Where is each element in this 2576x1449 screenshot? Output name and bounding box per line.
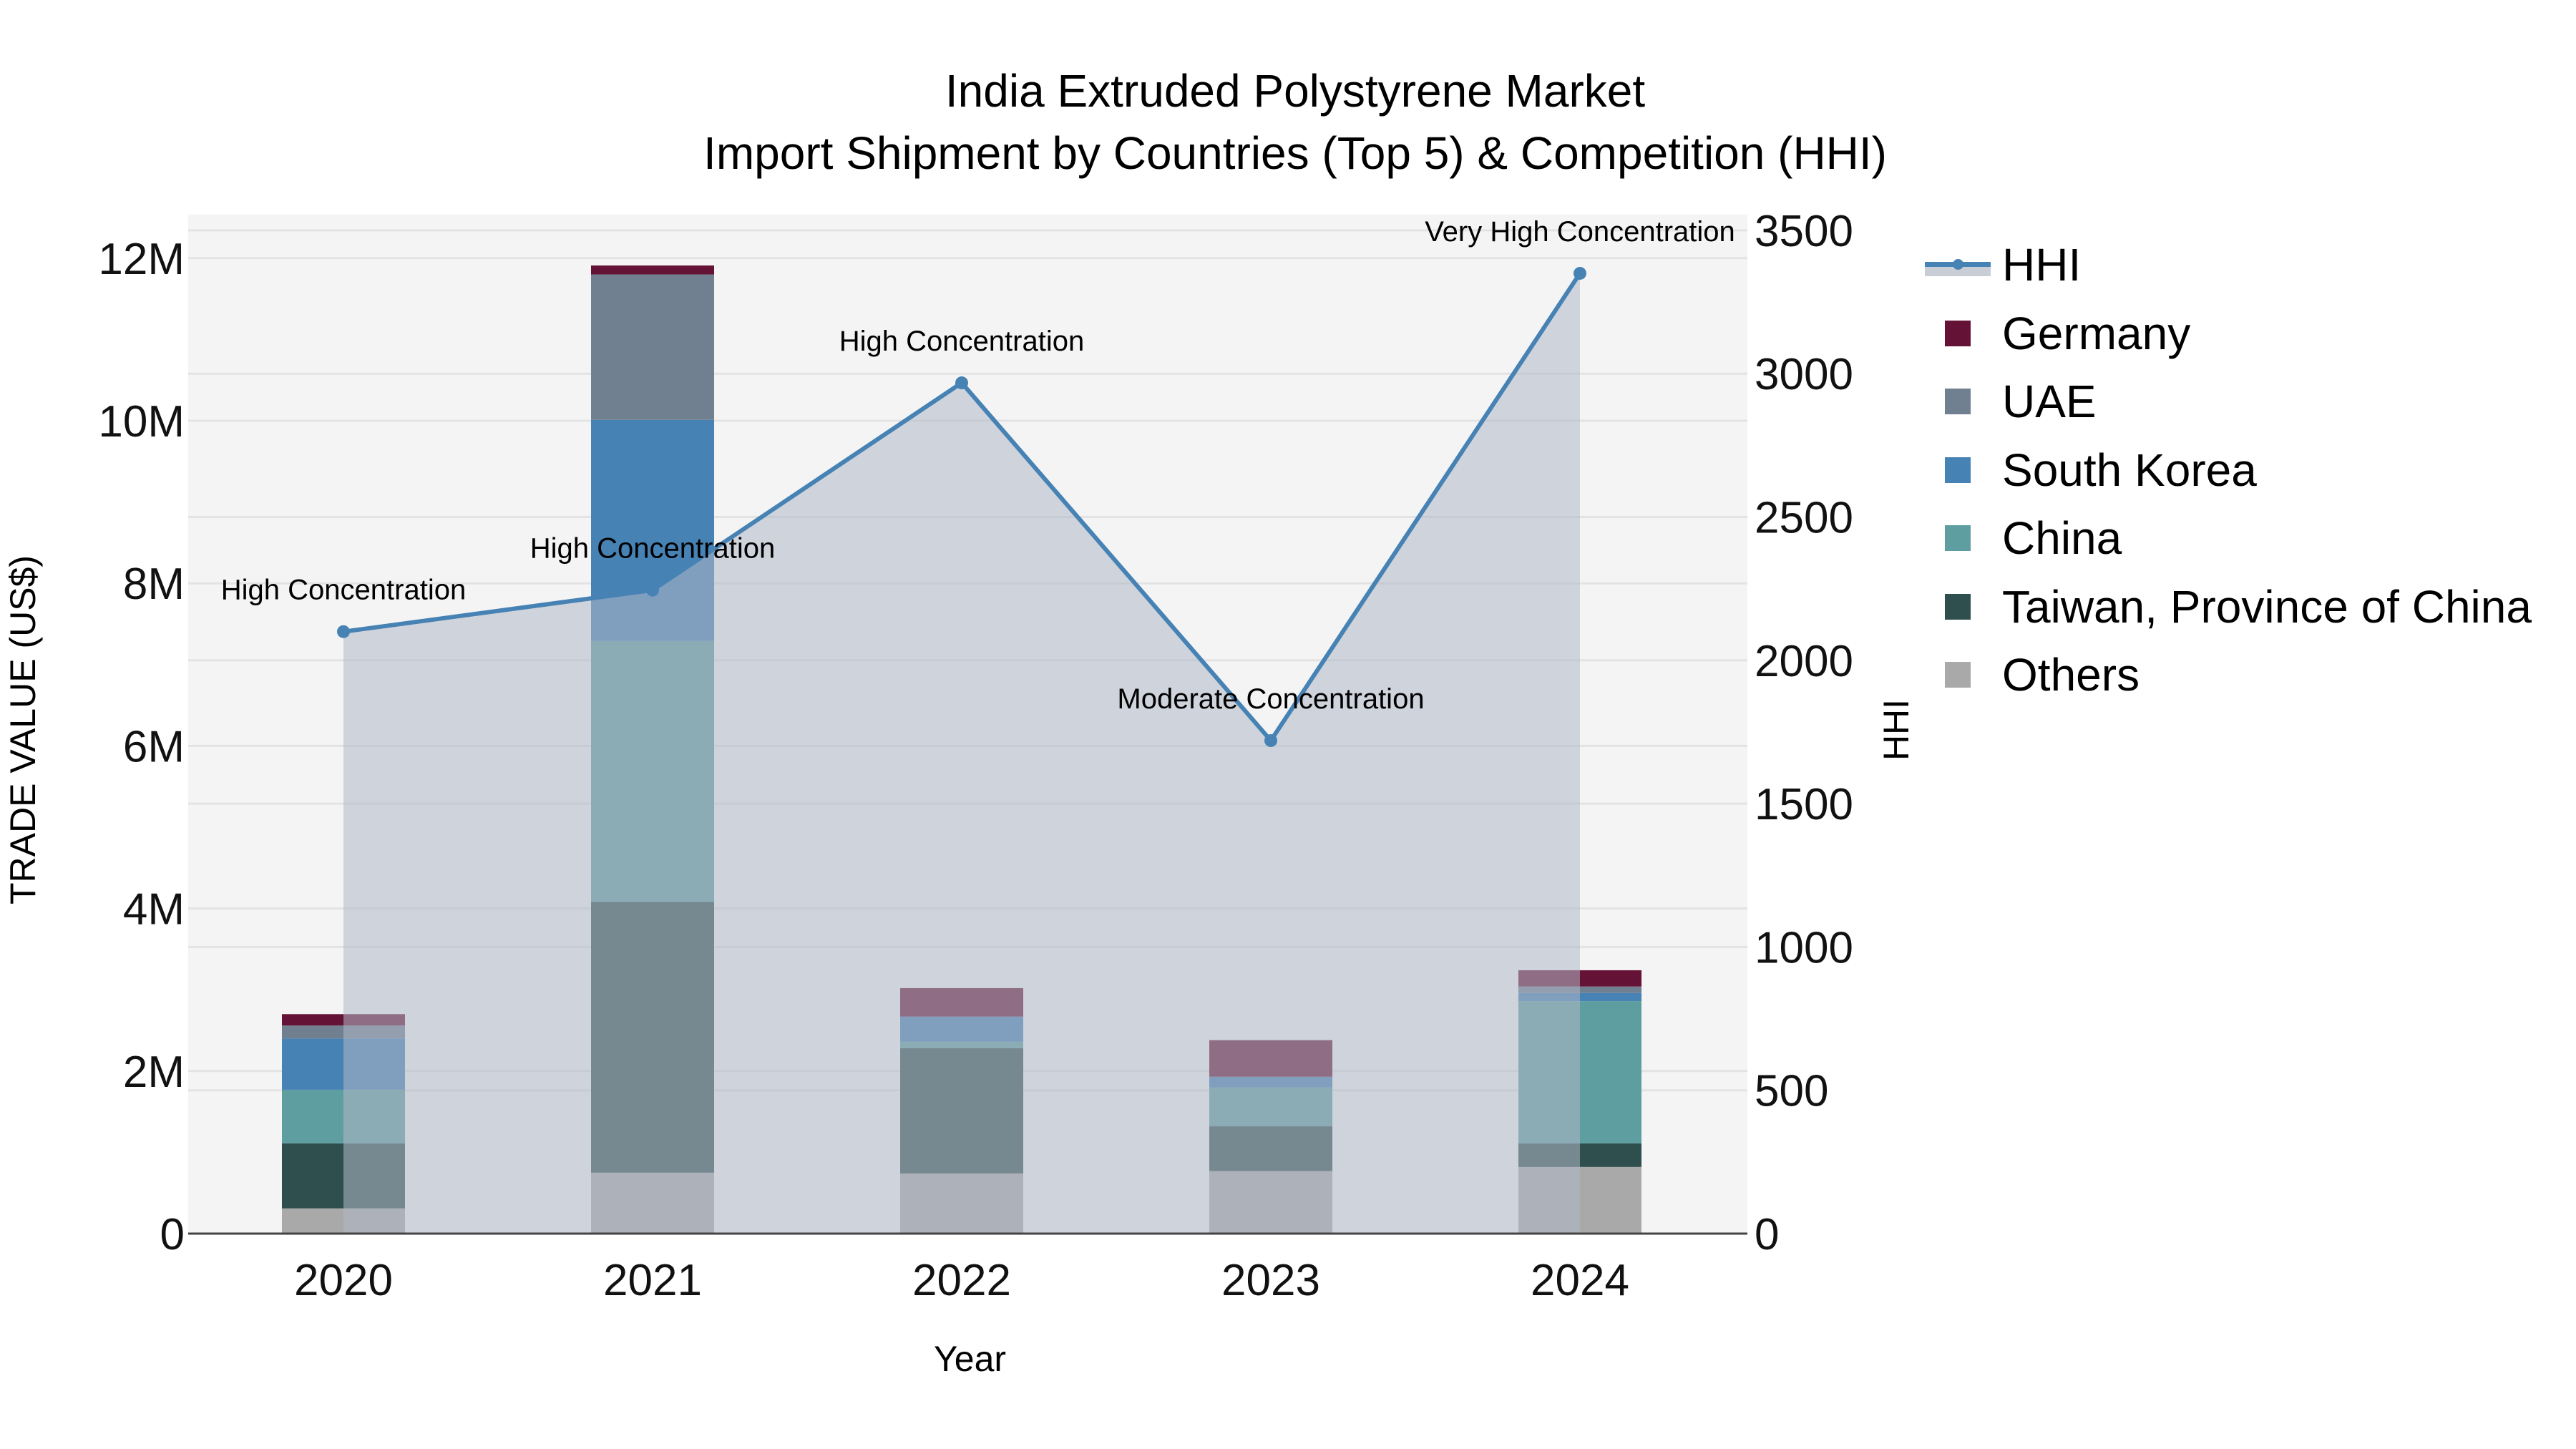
svg-text:0: 0 bbox=[1755, 1210, 1779, 1259]
svg-text:2000: 2000 bbox=[1755, 637, 1853, 686]
color-swatch-icon bbox=[1945, 321, 1971, 346]
legend-item-germany[interactable]: Germany bbox=[1925, 305, 2190, 362]
legend-label: Taiwan, Province of China bbox=[2002, 581, 2532, 633]
svg-text:Moderate Concentration: Moderate Concentration bbox=[1117, 683, 1424, 715]
legend-item-uae[interactable]: UAE bbox=[1925, 373, 2097, 430]
color-swatch-icon bbox=[1945, 457, 1971, 483]
legend-label: Germany bbox=[2002, 308, 2191, 359]
svg-text:1500: 1500 bbox=[1755, 780, 1853, 829]
legend-item-taiwan[interactable]: Taiwan, Province of China bbox=[1925, 578, 2532, 635]
hhi-annotations: High Concentration High Concentration High… bbox=[221, 216, 1735, 715]
chart-title-line1: India Extruded Polystyrene Market bbox=[945, 65, 1646, 117]
stacked-bars bbox=[282, 265, 1641, 1234]
svg-text:3500: 3500 bbox=[1755, 207, 1853, 256]
svg-text:2021: 2021 bbox=[603, 1256, 702, 1305]
legend-label: South Korea bbox=[2002, 444, 2257, 496]
y-axis-left-title: TRADE VALUE (US$) bbox=[3, 555, 43, 905]
svg-text:2500: 2500 bbox=[1755, 494, 1853, 543]
color-swatch-icon bbox=[1945, 389, 1971, 414]
legend-item-hhi[interactable]: HHI bbox=[1925, 236, 2081, 293]
svg-text:2020: 2020 bbox=[294, 1256, 393, 1305]
chart-title-line2: Import Shipment by Countries (Top 5) & C… bbox=[703, 127, 1887, 179]
y-axis-left-ticks: 0 2M 4M 6M 8M 10M 12M bbox=[98, 235, 185, 1259]
line-marker-icon bbox=[1925, 250, 1991, 279]
legend-label: China bbox=[2002, 512, 2122, 564]
y-axis-right-ticks: 0 500 1000 1500 2000 2500 3000 3500 bbox=[1755, 207, 1853, 1259]
legend-label: UAE bbox=[2002, 376, 2097, 427]
svg-text:2023: 2023 bbox=[1221, 1256, 1320, 1305]
svg-text:Very High Concentration: Very High Concentration bbox=[1425, 216, 1735, 248]
legend-label: HHI bbox=[2002, 239, 2082, 291]
color-swatch-icon bbox=[1945, 525, 1971, 551]
color-swatch-icon bbox=[1945, 662, 1971, 688]
svg-text:4M: 4M bbox=[123, 885, 185, 935]
svg-text:0: 0 bbox=[160, 1210, 185, 1259]
legend-item-others[interactable]: Others bbox=[1925, 646, 2140, 703]
legend-item-south-korea[interactable]: South Korea bbox=[1925, 441, 2257, 499]
svg-text:1000: 1000 bbox=[1755, 923, 1853, 972]
svg-text:3000: 3000 bbox=[1755, 350, 1853, 399]
y-axis-right-title: HHI bbox=[1876, 698, 1916, 761]
svg-text:2022: 2022 bbox=[912, 1256, 1011, 1305]
color-swatch-icon bbox=[1945, 594, 1971, 620]
svg-text:500: 500 bbox=[1755, 1067, 1828, 1116]
svg-text:High Concentration: High Concentration bbox=[530, 533, 775, 565]
svg-text:8M: 8M bbox=[123, 560, 185, 609]
svg-text:High Concentration: High Concentration bbox=[839, 326, 1084, 357]
x-axis-title: Year bbox=[934, 1339, 1007, 1379]
legend-label: Others bbox=[2002, 649, 2140, 701]
svg-text:12M: 12M bbox=[98, 235, 185, 284]
svg-text:10M: 10M bbox=[98, 397, 185, 447]
hhi-line bbox=[337, 266, 1586, 747]
x-axis-ticks: 2020 2021 2022 2023 2024 bbox=[294, 1256, 1629, 1305]
legend-item-china[interactable]: China bbox=[1925, 509, 2122, 567]
svg-text:2024: 2024 bbox=[1531, 1256, 1629, 1305]
svg-text:High Concentration: High Concentration bbox=[221, 575, 466, 606]
svg-text:2M: 2M bbox=[123, 1048, 185, 1097]
svg-text:6M: 6M bbox=[123, 722, 185, 771]
